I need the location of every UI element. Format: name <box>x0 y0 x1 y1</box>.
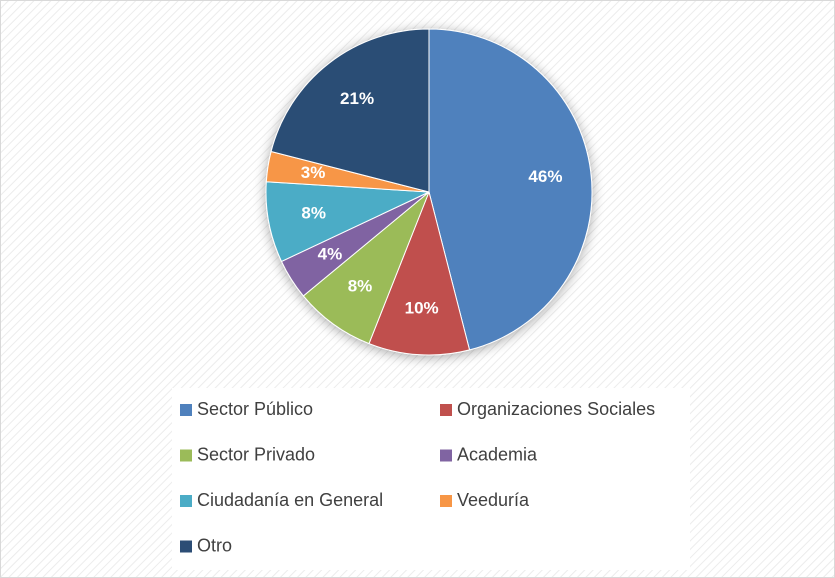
pie-slice <box>428 28 593 351</box>
pie-slice <box>270 28 430 193</box>
legend-label: Sector Privado <box>197 444 315 464</box>
pie <box>265 28 593 356</box>
legend-swatch <box>180 495 192 507</box>
legend-label: Ciudadanía en General <box>197 490 383 510</box>
legend-swatch <box>180 540 192 553</box>
data-label: 8% <box>301 203 326 222</box>
legend-swatch <box>180 404 192 416</box>
legend-label: Academia <box>457 444 538 464</box>
data-label: 46% <box>528 167 562 186</box>
legend-box <box>172 388 690 570</box>
legend-label: Sector Público <box>197 399 313 419</box>
legend-swatch <box>440 449 452 462</box>
data-label: 4% <box>318 244 343 263</box>
data-label: 8% <box>348 276 373 295</box>
legend: Sector Público Organizaciones Sociales Sec… <box>180 399 655 555</box>
legend-swatch <box>440 495 452 507</box>
legend-label: Organizaciones Sociales <box>457 399 655 419</box>
pie-slice <box>368 190 471 356</box>
legend-swatch <box>180 449 192 462</box>
data-label: 3% <box>301 163 326 182</box>
data-label: 21% <box>340 89 374 108</box>
data-label: 10% <box>405 299 439 318</box>
legend-label: Otro <box>197 535 232 555</box>
legend-label: Veeduría <box>457 490 530 510</box>
legend-swatch <box>440 404 452 416</box>
